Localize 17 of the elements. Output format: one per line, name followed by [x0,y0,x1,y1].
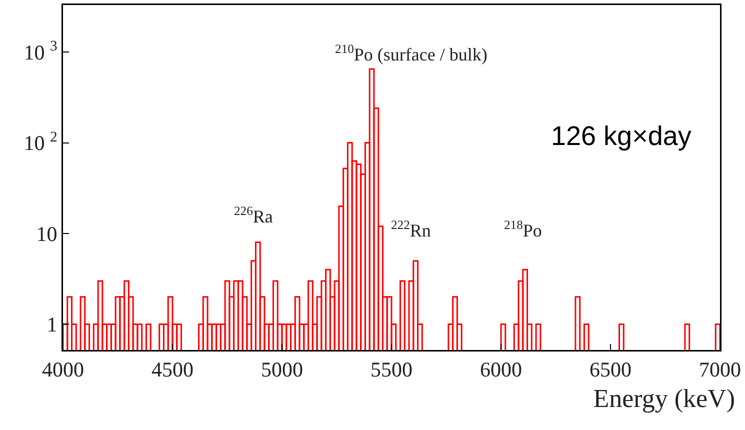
x-tick-label: 7000 [699,358,741,382]
y-tick-label: 10 [36,222,58,246]
x-tick-label: 6500 [590,358,632,382]
y-tick-label: 1 [46,312,58,337]
annotation: $^{226}$Ra [234,204,273,227]
x-tick-label: 6000 [480,358,522,382]
x-tick-label: 5000 [261,358,303,382]
x-tick-label: 4500 [152,358,194,382]
y-tick-label: 10 $^{3}$ [24,38,58,64]
y-tick-label: 10 $^{2}$ [24,129,58,156]
annotation: $^{218}$Po [504,218,542,241]
annotation: $^{222}$Rn [391,218,431,241]
x-tick-label: 4000 [42,358,84,382]
annotation: 126 kg×day [551,121,692,151]
annotation: $^{210}$Po (surface / bulk) [335,42,488,65]
x-axis-title: Energy (keV) [593,384,735,414]
x-tick-label: 5500 [370,358,412,382]
